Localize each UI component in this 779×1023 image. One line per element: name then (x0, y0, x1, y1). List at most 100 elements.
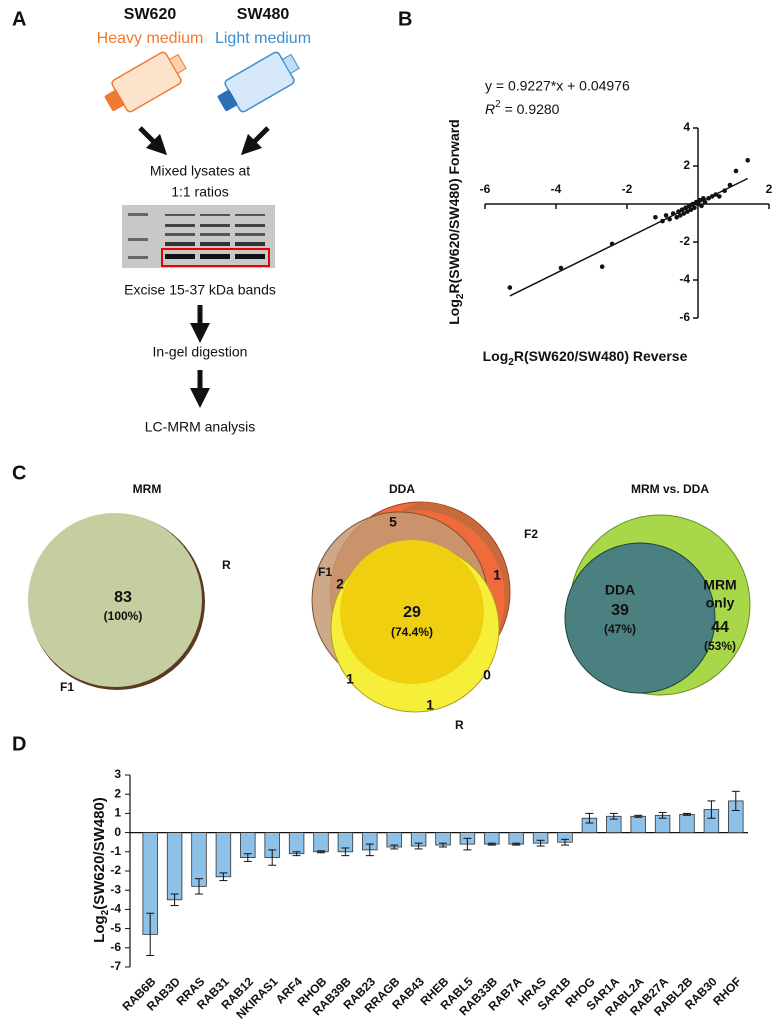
venn-label: MRM (703, 577, 736, 593)
point (690, 201, 695, 207)
venn-count: 39 (611, 602, 629, 619)
venn-count: 0 (483, 667, 491, 683)
y-tick-label: 3 (114, 767, 121, 781)
label-part: Log (446, 299, 462, 325)
bar (288, 832, 305, 855)
panel-label: D (12, 733, 26, 755)
label-part: 2 (455, 293, 466, 299)
venn-percent: (74.4%) (391, 625, 433, 639)
point (679, 207, 685, 212)
label-part: R (485, 101, 495, 117)
label-part: (SW620/SW480) (91, 797, 108, 910)
point (609, 241, 615, 247)
step: Mixed lysates at (150, 163, 250, 179)
arrow (138, 126, 168, 156)
y-tick-label: 1 (114, 806, 121, 820)
label-part: 2 (495, 99, 501, 110)
point (692, 205, 697, 211)
venn-count: 29 (403, 604, 421, 621)
point (683, 205, 688, 211)
venn-label: DDA (605, 582, 635, 598)
point (722, 188, 727, 193)
arrow (240, 126, 270, 156)
venn-label: only (706, 595, 735, 611)
venn-title: DDA (389, 482, 415, 496)
x-tick-label: 2 (766, 182, 773, 196)
point (701, 196, 706, 201)
bar (166, 832, 183, 901)
point (702, 199, 708, 205)
flask (217, 51, 300, 113)
point (674, 215, 679, 220)
axis-label: Log2R(SW620/SW480) Reverse (483, 348, 688, 368)
point (688, 207, 694, 212)
point (507, 285, 513, 290)
venn-set-label: F1 (318, 565, 332, 579)
venn-count: 1 (426, 697, 434, 713)
panel-label: B (398, 8, 412, 30)
panel-label: C (12, 462, 26, 484)
x-tick-label: -4 (551, 182, 562, 196)
y-tick-label: -6 (110, 940, 121, 954)
point (653, 215, 658, 220)
point (713, 192, 719, 197)
y-tick-label: 4 (683, 120, 690, 134)
venn-count: 44 (711, 619, 729, 636)
point (676, 209, 681, 214)
axis-label: Log2R(SW620/SW480) Forward (446, 119, 466, 324)
y-tick-label: -3 (110, 882, 121, 896)
point (733, 168, 739, 174)
venn-percent: (47%) (604, 622, 636, 636)
venn-count: 83 (114, 589, 132, 606)
venn-circle (564, 542, 716, 694)
x-tick-label: -6 (480, 182, 491, 196)
flask (104, 51, 187, 113)
point (681, 211, 687, 216)
medium: Light medium (215, 30, 311, 47)
point (695, 201, 701, 207)
y-tick-label: -4 (110, 902, 121, 916)
bar (484, 832, 500, 845)
venn-count: 2 (336, 576, 344, 592)
point (717, 194, 722, 199)
y-tick-label: -6 (679, 310, 690, 324)
label-part: R(SW620/SW480) Forward (446, 119, 462, 293)
label-part: R(SW620/SW480) Reverse (514, 348, 688, 364)
point (745, 158, 750, 163)
y-tick-label: -1 (110, 844, 121, 858)
label-part: Log (91, 915, 108, 943)
fit-equation: y = 0.9227*x + 0.04976 (485, 78, 630, 94)
medium: Heavy medium (97, 30, 204, 47)
step: LC-MRM analysis (145, 419, 255, 435)
x-tick-label: RHOF (710, 974, 744, 1008)
point (686, 203, 692, 209)
y-tick-label: -2 (110, 863, 121, 877)
y-tick-label: 0 (114, 825, 121, 839)
y-tick-label: -2 (679, 234, 690, 248)
point (558, 265, 564, 271)
axis-label: R2 = 0.9280 (485, 99, 560, 117)
y-tick-label: -7 (110, 959, 121, 973)
point (685, 209, 690, 214)
venn-overlap (400, 502, 510, 650)
venn-circle (28, 513, 202, 687)
y-tick-label: -5 (110, 921, 121, 935)
label-part: Log (483, 348, 509, 364)
point (670, 211, 676, 216)
point (677, 213, 683, 218)
panel-label: A (12, 8, 26, 30)
venn-overlap (340, 540, 484, 684)
point (709, 194, 715, 199)
venn-set-label: R (222, 558, 231, 572)
venn-set-label: F1 (60, 680, 74, 694)
point (697, 197, 703, 203)
bar (215, 832, 232, 878)
cell-line: SW480 (237, 6, 290, 23)
venn-title: MRM vs. DDA (631, 482, 709, 496)
y-tick-label: -4 (679, 272, 690, 286)
venn-count: 5 (389, 514, 397, 530)
step: In-gel digestion (153, 344, 248, 360)
point (706, 196, 711, 201)
venn-percent: (100%) (104, 609, 143, 623)
